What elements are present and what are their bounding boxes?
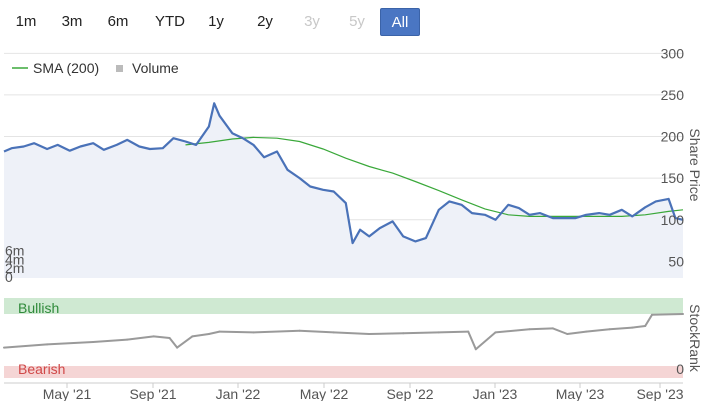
legend-sma-label[interactable]: SMA (200) xyxy=(33,60,99,76)
stockrank-segment xyxy=(46,341,95,346)
stockrank-tick-0: 0 xyxy=(676,361,684,377)
stockrank-segment xyxy=(566,330,588,335)
price-axis-title: Share Price xyxy=(687,128,703,201)
range-button-1m[interactable]: 1m xyxy=(15,13,37,30)
stockrank-segment xyxy=(585,328,611,333)
range-button-2y[interactable]: 2y xyxy=(257,13,273,30)
bearish-band xyxy=(4,366,683,378)
bullish-band xyxy=(4,298,683,314)
x-tick-label: Sep '23 xyxy=(636,386,683,401)
range-button-all[interactable]: All xyxy=(380,8,420,36)
stockrank-segment xyxy=(218,330,255,334)
stockrank-segment xyxy=(608,326,634,331)
share-price-area xyxy=(4,103,683,278)
stockrank-line xyxy=(3,313,684,351)
x-tick-label: Jan '22 xyxy=(216,386,261,401)
stockrank-segment xyxy=(631,325,647,329)
volume-tick-label: 0 xyxy=(5,269,13,285)
stockrank-segment xyxy=(474,331,497,351)
stockrank-segment xyxy=(168,337,179,349)
range-button-6m[interactable]: 6m xyxy=(107,13,129,30)
x-tick-label: Sep '21 xyxy=(129,386,176,401)
price-tick-label: 250 xyxy=(661,87,685,103)
price-axis-ticks: 50 100 150 200 250 300 xyxy=(661,45,685,269)
stockrank-segment xyxy=(644,313,653,327)
stockrank-segment xyxy=(126,335,155,341)
stockrank-segment xyxy=(402,331,440,335)
volume-tick-label: 4m xyxy=(5,251,24,267)
x-tick-label: May '22 xyxy=(300,386,349,401)
stockrank-segment xyxy=(252,329,301,334)
legend-volume-label[interactable]: Volume xyxy=(132,60,179,76)
share-price-line xyxy=(3,102,684,245)
sma-200-line xyxy=(185,136,684,217)
stockrank-segment xyxy=(207,330,221,335)
price-tick-label: 50 xyxy=(668,253,684,269)
stockrank-segment xyxy=(551,327,569,335)
legend[interactable]: SMA (200) Volume xyxy=(12,60,179,76)
x-tick-label: May '23 xyxy=(556,386,605,401)
x-tick-label: Jan '23 xyxy=(473,386,518,401)
price-tick-label: 200 xyxy=(661,129,685,145)
range-button-3m[interactable]: 3m xyxy=(61,13,83,30)
stockrank-segment xyxy=(494,328,531,334)
bullish-label: Bullish xyxy=(18,300,59,316)
stockrank-segment xyxy=(298,329,335,334)
stockrank-segment xyxy=(437,330,470,334)
price-tick-label: 150 xyxy=(661,170,685,186)
stockrank-segment xyxy=(191,333,210,338)
stockrank-segment xyxy=(92,338,129,343)
stockrank-segment xyxy=(176,335,194,349)
stockrank-segment xyxy=(3,343,49,349)
stockrank-segment xyxy=(332,331,371,335)
stockrank-segment xyxy=(650,313,684,316)
stockrank-segment xyxy=(368,332,405,335)
legend-volume-symbol xyxy=(116,65,123,72)
price-tick-label: 100 xyxy=(661,212,685,228)
volume-tick-label: 6m xyxy=(5,243,24,259)
stockrank-segment xyxy=(152,335,171,339)
range-button-5y: 5y xyxy=(349,13,365,30)
volume-tick-label: 2m xyxy=(5,260,24,276)
stockrank-axis-title: StockRank xyxy=(687,304,703,373)
x-tick-label: May '21 xyxy=(43,386,92,401)
range-button-3y: 3y xyxy=(304,13,320,30)
range-button-ytd[interactable]: YTD xyxy=(155,13,185,30)
x-tick-label: Sep '22 xyxy=(386,386,433,401)
x-axis: May '21 Sep '21 Jan '22 May '22 Sep '22 Jan '… xyxy=(4,382,684,401)
price-tick-label: 300 xyxy=(661,45,685,61)
stockrank-segment xyxy=(528,327,554,331)
stockrank-segment xyxy=(467,330,477,351)
range-button-1y[interactable]: 1y xyxy=(208,13,224,30)
bearish-label: Bearish xyxy=(18,361,65,377)
